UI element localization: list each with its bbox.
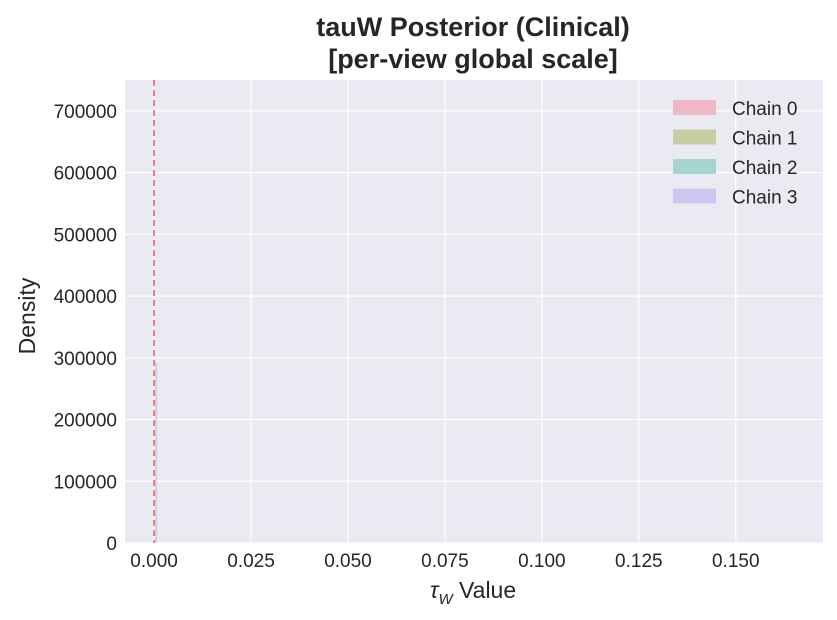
density-traces bbox=[155, 362, 158, 543]
y-tick-label: 0 bbox=[106, 534, 117, 555]
x-tick-label: 0.100 bbox=[518, 551, 566, 572]
y-axis-label: Density bbox=[14, 277, 40, 354]
x-axis-label-subscript: W bbox=[438, 591, 454, 608]
legend-label: Chain 1 bbox=[732, 129, 798, 150]
x-axis-label-symbol: τ bbox=[430, 577, 440, 603]
legend-label: Chain 3 bbox=[732, 188, 798, 209]
legend-swatch bbox=[673, 100, 716, 115]
legend-label: Chain 2 bbox=[732, 158, 798, 179]
x-axis-label-suffix: Value bbox=[453, 577, 517, 603]
y-tick-labels: 0 100000 200000 300000 400000 500000 600000 700… bbox=[54, 102, 117, 555]
legend: Chain 0 Chain 1 Chain 2 Chain 3 bbox=[673, 99, 798, 209]
y-tick-label: 200000 bbox=[54, 411, 117, 432]
x-axis-label: τW Value bbox=[430, 577, 516, 608]
legend-swatch bbox=[673, 188, 716, 204]
legend-swatch bbox=[673, 159, 716, 174]
y-tick-label: 400000 bbox=[54, 287, 117, 308]
plot-area bbox=[125, 80, 823, 543]
legend-label: Chain 0 bbox=[732, 99, 798, 120]
y-grid bbox=[125, 110, 823, 544]
legend-swatch bbox=[673, 129, 716, 145]
y-tick-label: 500000 bbox=[54, 225, 117, 246]
x-tick-label: 0.150 bbox=[712, 551, 760, 572]
y-tick-label: 700000 bbox=[54, 102, 117, 123]
chart-title-line-1: tauW Posterior (Clinical) bbox=[316, 12, 630, 42]
x-tick-labels: 0.000 0.025 0.050 0.075 0.100 0.125 0.150 bbox=[130, 551, 759, 572]
chart-title-line-2: [per-view global scale] bbox=[328, 44, 618, 74]
x-tick-label: 0.000 bbox=[130, 551, 178, 572]
x-tick-label: 0.025 bbox=[227, 551, 275, 572]
y-tick-label: 300000 bbox=[54, 349, 117, 370]
x-tick-label: 0.075 bbox=[421, 551, 469, 572]
y-tick-label: 600000 bbox=[54, 164, 117, 185]
y-tick-label: 100000 bbox=[54, 472, 117, 493]
x-tick-label: 0.125 bbox=[615, 551, 663, 572]
x-tick-label: 0.050 bbox=[324, 551, 372, 572]
x-grid bbox=[153, 80, 737, 543]
